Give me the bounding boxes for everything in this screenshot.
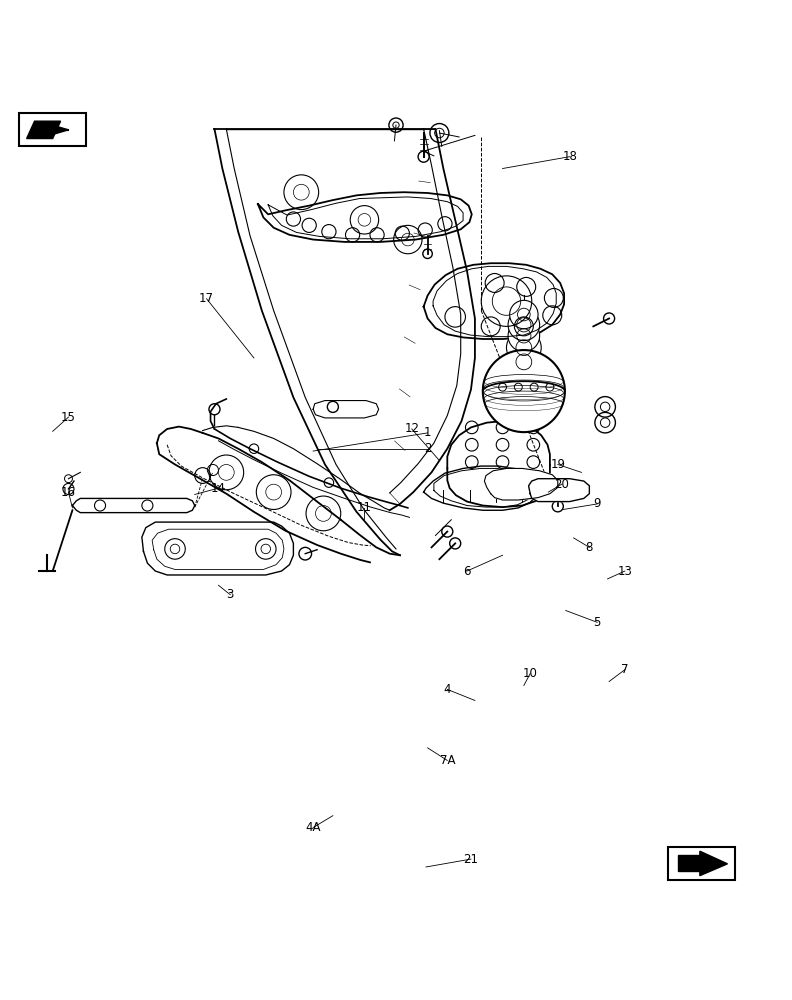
Text: 7A: 7A (440, 754, 455, 767)
Text: 4A: 4A (306, 821, 321, 834)
Text: 1: 1 (424, 426, 432, 439)
Polygon shape (55, 126, 68, 134)
Polygon shape (27, 121, 60, 139)
Circle shape (508, 320, 539, 352)
Polygon shape (424, 466, 539, 510)
Polygon shape (424, 263, 564, 339)
Text: 10: 10 (523, 667, 538, 680)
Text: 6: 6 (463, 565, 470, 578)
Text: 21: 21 (463, 853, 478, 866)
Text: 3: 3 (227, 588, 234, 601)
Text: 4: 4 (444, 683, 451, 696)
Text: 13: 13 (618, 565, 632, 578)
Text: 17: 17 (199, 292, 214, 305)
Polygon shape (485, 468, 558, 500)
Polygon shape (700, 851, 728, 876)
Text: 12: 12 (404, 422, 419, 435)
FancyBboxPatch shape (668, 847, 735, 880)
Text: 2: 2 (424, 442, 432, 455)
Circle shape (483, 350, 565, 432)
Circle shape (509, 300, 538, 329)
Text: 18: 18 (562, 150, 577, 163)
Text: 11: 11 (357, 501, 372, 514)
Polygon shape (313, 401, 379, 418)
Circle shape (507, 330, 541, 365)
Text: 15: 15 (61, 411, 76, 424)
Text: 9: 9 (593, 497, 601, 510)
Polygon shape (678, 855, 700, 871)
Text: 19: 19 (550, 458, 565, 471)
Text: 7: 7 (621, 663, 629, 676)
Polygon shape (72, 498, 195, 513)
Circle shape (507, 345, 541, 379)
Text: 14: 14 (211, 482, 226, 495)
Text: 20: 20 (554, 478, 569, 491)
Text: 16: 16 (61, 486, 76, 499)
Text: 8: 8 (585, 541, 593, 554)
Circle shape (508, 309, 539, 341)
FancyBboxPatch shape (19, 113, 86, 146)
Polygon shape (528, 479, 589, 502)
Polygon shape (258, 192, 472, 242)
Polygon shape (142, 522, 293, 575)
Text: 5: 5 (593, 616, 601, 629)
